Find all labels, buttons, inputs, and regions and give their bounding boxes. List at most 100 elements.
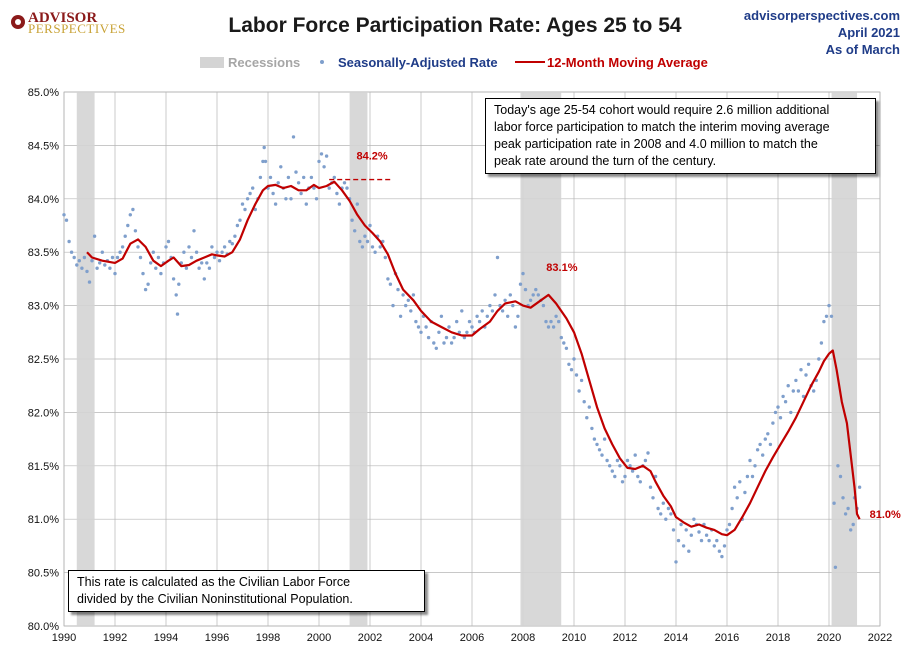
data-point [562, 341, 566, 345]
x-tick-label: 2014 [664, 632, 688, 644]
data-point [294, 170, 298, 174]
data-point [727, 522, 732, 527]
data-point [661, 501, 665, 505]
data-point [804, 373, 808, 377]
data-point [322, 165, 326, 169]
data-point [396, 287, 400, 292]
data-point [531, 293, 535, 297]
data-point [87, 280, 92, 284]
x-tick-label: 1990 [52, 632, 76, 644]
data-point [398, 314, 403, 318]
legend: Recessions Seasonally-Adjusted Rate 12-M… [200, 55, 708, 70]
data-point [113, 271, 117, 276]
y-tick-label: 85.0% [28, 87, 59, 99]
x-tick-label: 2004 [409, 632, 433, 644]
data-point [541, 303, 546, 308]
data-point [493, 293, 497, 297]
data-point [222, 245, 227, 249]
data-point [534, 287, 538, 292]
logo: ADVISOR PERSPECTIVES [11, 10, 125, 36]
data-point [554, 314, 558, 318]
data-point [791, 389, 795, 393]
data-point [67, 239, 71, 244]
y-tick-label: 82.5% [28, 354, 59, 366]
data-point [72, 255, 76, 260]
data-point [651, 496, 655, 500]
data-point [592, 437, 597, 441]
data-point [636, 474, 640, 479]
data-point [822, 319, 826, 324]
data-point [796, 389, 801, 393]
data-point [245, 197, 250, 201]
data-point [799, 368, 803, 372]
data-point [827, 303, 831, 308]
data-point [801, 394, 806, 399]
legend-recession-swatch [200, 57, 224, 68]
data-point [720, 554, 724, 559]
data-point [177, 282, 181, 286]
data-point [258, 175, 263, 180]
x-tick-label: 2006 [460, 632, 484, 644]
data-point [674, 560, 678, 564]
data-point [763, 437, 767, 441]
data-point [350, 218, 354, 222]
data-point [630, 469, 635, 473]
data-point [449, 341, 454, 345]
data-point [432, 341, 436, 345]
y-tick-label: 81.5% [28, 461, 59, 473]
legend-seasonal-label: Seasonally-Adjusted Rate [338, 55, 498, 70]
data-point [725, 528, 729, 532]
data-point [707, 538, 711, 543]
data-point [595, 442, 599, 447]
x-tick-label: 1992 [103, 632, 127, 644]
y-tick-label: 84.0% [28, 194, 59, 206]
data-point [159, 271, 163, 276]
data-point [730, 506, 734, 511]
data-point [569, 368, 574, 372]
data-point [824, 314, 829, 318]
data-point [557, 319, 561, 324]
data-point [136, 245, 140, 249]
as-of-label: As of March [826, 42, 900, 57]
data-point [722, 544, 727, 548]
data-point [358, 239, 362, 244]
data-point [174, 293, 178, 297]
data-point [485, 314, 489, 318]
data-point [434, 346, 438, 350]
gridlines [63, 91, 881, 627]
data-point [279, 165, 283, 169]
data-point [62, 213, 66, 217]
data-point [849, 528, 853, 532]
legend-ma-label: 12-Month Moving Average [547, 55, 708, 70]
data-point [233, 234, 237, 238]
data-point [309, 175, 314, 180]
data-point [401, 293, 405, 297]
data-point [513, 325, 518, 329]
data-point [128, 213, 132, 217]
data-point [750, 474, 755, 479]
data-point [391, 303, 395, 308]
data-point [761, 453, 765, 457]
data-point [460, 309, 464, 313]
data-point [235, 223, 240, 228]
source-url[interactable]: advisorperspectives.com [744, 8, 900, 23]
data-point [189, 255, 194, 260]
data-point [783, 400, 788, 404]
data-point [546, 325, 551, 329]
data-point [602, 437, 607, 441]
data-point [597, 448, 602, 452]
data-point [299, 191, 303, 196]
data-point [462, 335, 467, 340]
y-tick-label: 83.5% [28, 247, 59, 259]
data-point [689, 533, 693, 537]
data-point [572, 357, 576, 361]
data-point [120, 245, 125, 249]
data-point [829, 314, 834, 318]
data-point [812, 389, 816, 393]
data-point [477, 319, 482, 324]
data-point [495, 255, 500, 260]
note-bottom-line: divided by the Civilian Noninstitutional… [77, 592, 353, 606]
data-point [470, 325, 474, 329]
data-point [851, 522, 855, 527]
data-point [82, 255, 87, 260]
